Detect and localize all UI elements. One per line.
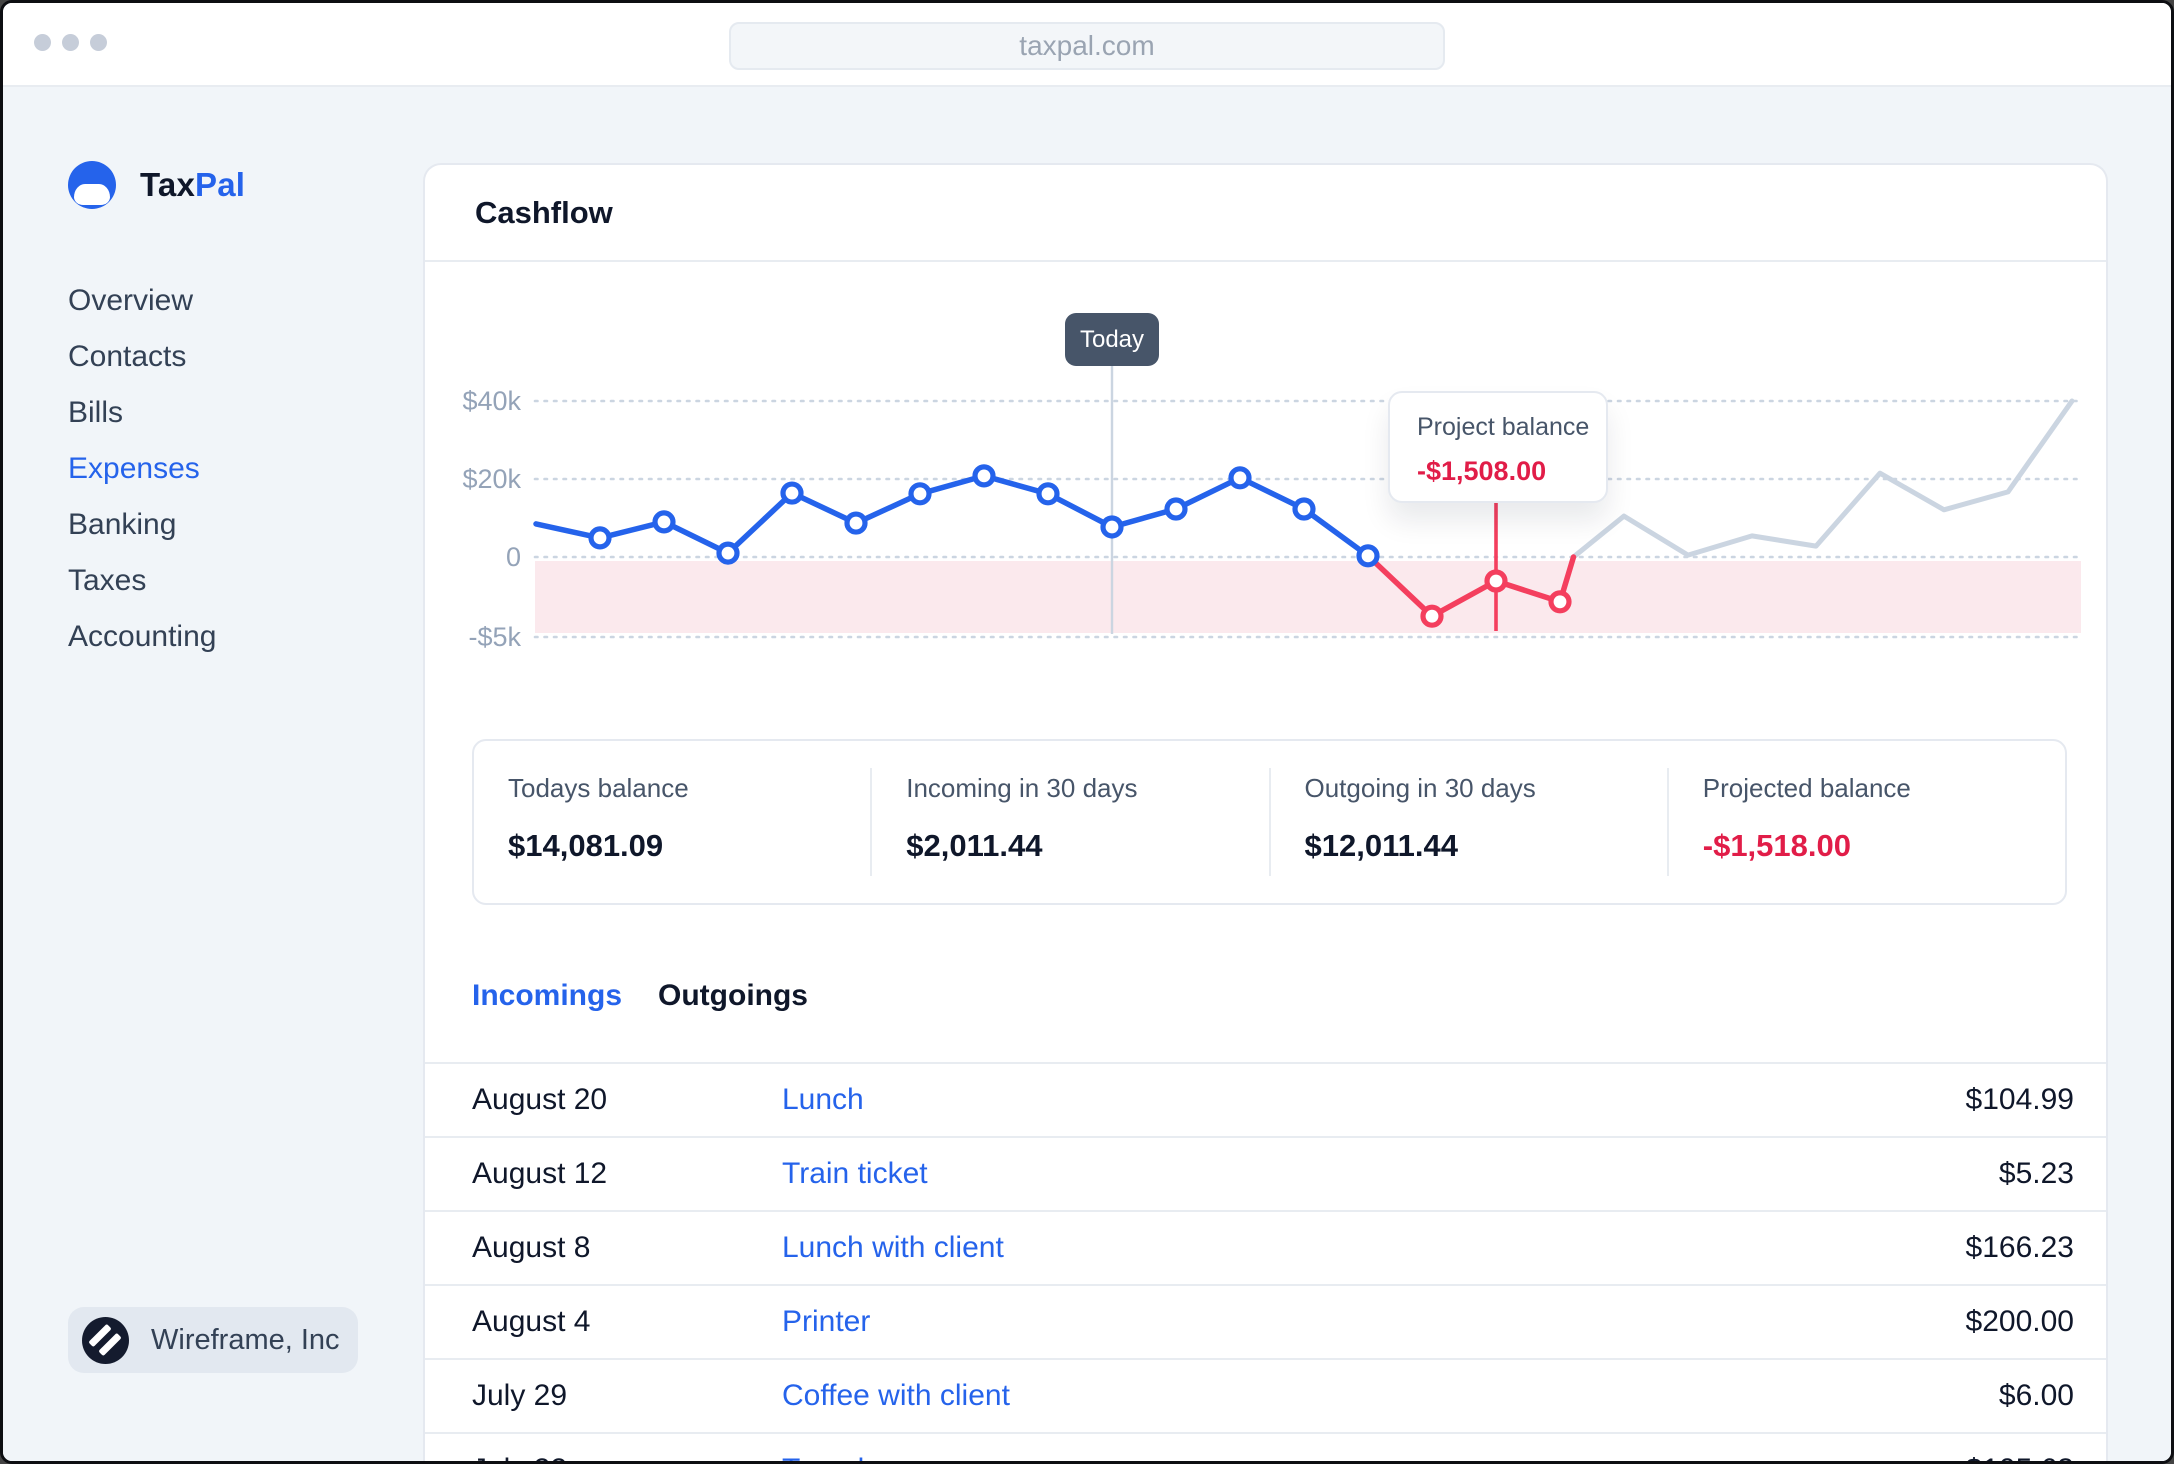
table-row: August 4 Printer $200.00: [425, 1284, 2106, 1358]
stat-label: Todays balance: [508, 773, 689, 803]
chart-canvas: [533, 366, 2083, 639]
tooltip-value: -$1,508.00: [1417, 456, 1547, 486]
tooltip-label: Project balance: [1417, 413, 1590, 441]
transaction-link[interactable]: Printer: [782, 1305, 871, 1338]
transaction-link[interactable]: Lunch with client: [782, 1231, 1004, 1264]
cashflow-panel: Cashflow $40k $20k 0 -$5k Today Project bal…: [423, 163, 2108, 1461]
transaction-date: July 29: [472, 1379, 568, 1412]
transaction-amount: $104.99: [1965, 1083, 2074, 1116]
stat-value: $14,081.09: [508, 828, 664, 863]
window-dot-icon: [90, 34, 107, 51]
tab-outgoings[interactable]: Outgoings: [658, 979, 808, 1012]
stat-label: Outgoing in 30 days: [1304, 773, 1536, 803]
taxpal-logo-icon: [68, 161, 116, 209]
transactions-tabs: Incomings Outgoings: [472, 979, 808, 1013]
org-logo-icon: [82, 1316, 129, 1364]
transaction-amount: $105.63: [1686, 1453, 2106, 1461]
sidebar-item-accounting[interactable]: Accounting: [68, 620, 217, 653]
sidebar: TaxPal Overview Contacts Bills Expenses Bank…: [3, 89, 423, 1461]
transaction-amount: $200.00: [1965, 1305, 2074, 1338]
transaction-amount: $5.23: [1998, 1157, 2074, 1190]
table-row: July 29 Coffee with client $6.00: [425, 1358, 2106, 1432]
tab-incomings[interactable]: Incomings: [472, 979, 623, 1012]
y-axis-tick: -$5k: [468, 622, 521, 652]
transaction-date: August 8: [472, 1231, 591, 1264]
transaction-link[interactable]: Travel: [782, 1453, 1686, 1461]
browser-chrome: taxpal.com: [3, 3, 2171, 87]
sidebar-item-expenses[interactable]: Expenses: [68, 452, 200, 485]
panel-header: Cashflow: [425, 165, 2106, 262]
transaction-date: August 20: [472, 1083, 608, 1116]
table-row: August 12 Train ticket $5.23: [425, 1136, 2106, 1210]
main-area: Cashflow $40k $20k 0 -$5k Today Project bal…: [423, 89, 2171, 1461]
panel-title: Cashflow: [475, 194, 613, 230]
y-axis-tick: $40k: [462, 386, 521, 416]
stat-card: Todays balance $14,081.09: [474, 768, 870, 876]
brand-logo: TaxPal: [68, 161, 245, 209]
cashflow-chart: $40k $20k 0 -$5k Today Project balance -$1,…: [425, 262, 2106, 707]
sidebar-item-banking[interactable]: Banking: [68, 508, 177, 541]
transaction-date: August 4: [472, 1305, 591, 1338]
stat-card: Outgoing in 30 days $12,011.44: [1268, 768, 1667, 876]
brand-name: TaxPal: [140, 166, 246, 203]
transactions-table: August 20 Lunch $104.99 August 12 Train tick…: [425, 1062, 2106, 1461]
y-axis-tick: $20k: [462, 464, 521, 494]
stat-label: Incoming in 30 days: [906, 773, 1138, 803]
window-dot-icon: [34, 34, 51, 51]
stat-value: -$1,518.00: [1702, 828, 1851, 863]
transaction-link[interactable]: Lunch: [782, 1083, 864, 1116]
window-controls: [34, 34, 107, 51]
table-row: August 8 Lunch with client $166.23: [425, 1210, 2106, 1284]
stat-value: $12,011.44: [1304, 828, 1458, 863]
window-dot-icon: [62, 34, 79, 51]
transaction-date: August 12: [472, 1157, 608, 1190]
sidebar-nav: Overview Contacts Bills Expenses Banking Taxe…: [68, 273, 216, 665]
sidebar-item-taxes[interactable]: Taxes: [68, 564, 147, 597]
transaction-date: July 22: [425, 1453, 782, 1461]
transaction-link[interactable]: Train ticket: [782, 1157, 928, 1190]
address-bar[interactable]: taxpal.com: [729, 22, 1445, 70]
table-row: August 20 Lunch $104.99: [425, 1062, 2106, 1136]
page-body: TaxPal Overview Contacts Bills Expenses Bank…: [3, 89, 2171, 1461]
today-badge: Today: [1065, 313, 1159, 366]
transaction-amount: $6.00: [1998, 1379, 2074, 1412]
y-axis-tick: 0: [505, 542, 521, 572]
stat-card: Projected balance -$1,518.00: [1666, 768, 2065, 876]
sidebar-item-overview[interactable]: Overview: [68, 284, 194, 317]
transaction-link[interactable]: Coffee with client: [782, 1379, 1010, 1412]
sidebar-item-contacts[interactable]: Contacts: [68, 340, 187, 373]
sidebar-item-bills[interactable]: Bills: [68, 396, 124, 429]
table-row: July 22Travel$105.63: [425, 1432, 2106, 1461]
summary-stats: Todays balance $14,081.09 Incoming in 30 d…: [472, 739, 2067, 905]
stat-value: $2,011.44: [906, 828, 1043, 863]
stat-label: Projected balance: [1702, 773, 1911, 803]
stat-card: Incoming in 30 days $2,011.44: [870, 768, 1268, 876]
org-switcher[interactable]: Wireframe, Inc: [68, 1307, 358, 1373]
chart-tooltip: Project balance -$1,508.00: [1388, 391, 1608, 503]
org-name: Wireframe, Inc: [151, 1323, 340, 1356]
transaction-amount: $166.23: [1965, 1231, 2074, 1264]
